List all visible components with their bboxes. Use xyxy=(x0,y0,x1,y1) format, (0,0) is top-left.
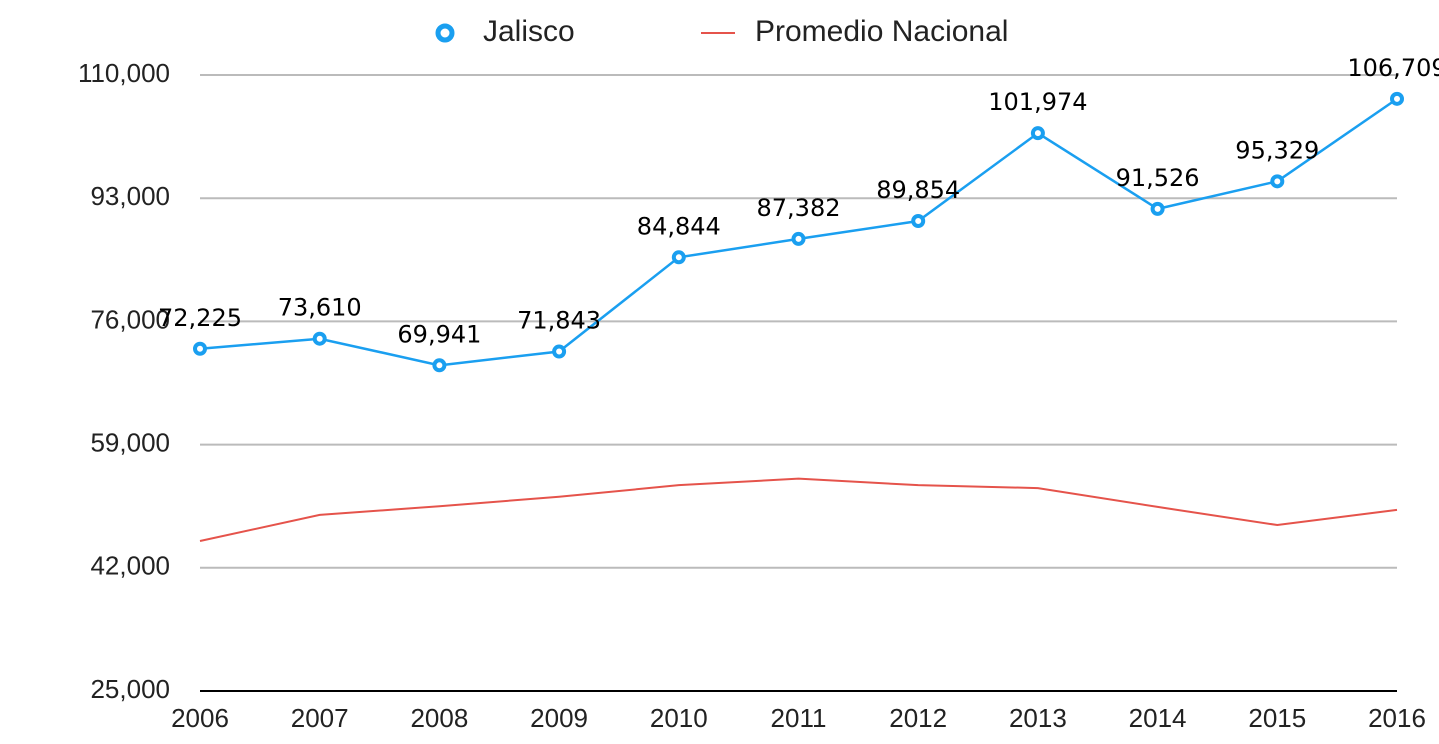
x-tick-label: 2007 xyxy=(291,703,349,733)
data-label: 69,941 xyxy=(397,320,481,348)
data-label: 87,382 xyxy=(757,194,841,222)
point xyxy=(1030,126,1045,141)
legend-label: Jalisco xyxy=(483,15,575,48)
data-label: 106,709 xyxy=(1347,54,1439,82)
y-tick-label: 42,000 xyxy=(90,551,170,581)
y-tick-label: 93,000 xyxy=(90,181,170,211)
point xyxy=(791,231,806,246)
point xyxy=(1270,174,1285,189)
point xyxy=(193,341,207,356)
y-tick-label: 59,000 xyxy=(90,427,170,457)
x-tick-label: 2016 xyxy=(1368,703,1426,733)
y-tick-label: 110,000 xyxy=(78,58,170,88)
x-tick-label: 2010 xyxy=(650,703,708,733)
x-tick-label: 2013 xyxy=(1009,703,1067,733)
x-tick-label: 2009 xyxy=(530,703,588,733)
point xyxy=(432,358,447,373)
series-line xyxy=(199,477,1398,542)
x-tick-label: 2012 xyxy=(889,703,947,733)
y-tick-label: 25,000 xyxy=(90,674,170,704)
data-label: 101,974 xyxy=(988,88,1087,116)
x-tick-label: 2015 xyxy=(1248,703,1306,733)
point xyxy=(552,344,567,359)
data-label: 73,610 xyxy=(278,294,362,322)
data-label: 89,854 xyxy=(876,176,960,204)
y-tick-label: 76,000 xyxy=(90,304,170,334)
point xyxy=(1390,91,1404,106)
legend-label: Promedio Nacional xyxy=(755,15,1008,48)
data-label: 91,526 xyxy=(1116,164,1200,192)
point xyxy=(1150,201,1165,216)
data-label: 71,843 xyxy=(517,307,601,335)
x-tick-label: 2014 xyxy=(1129,703,1187,733)
x-tick-label: 2006 xyxy=(171,703,229,733)
point xyxy=(671,250,686,265)
data-label: 84,844 xyxy=(637,212,721,240)
data-label: 72,225 xyxy=(158,304,242,332)
point xyxy=(911,213,926,228)
x-tick-label: 2011 xyxy=(771,703,827,733)
point xyxy=(312,331,327,346)
legend-marker xyxy=(435,23,455,43)
x-tick-label: 2008 xyxy=(410,703,468,733)
data-label: 95,329 xyxy=(1235,136,1319,164)
